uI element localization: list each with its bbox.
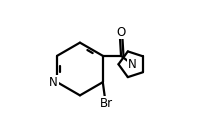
Text: N: N: [128, 58, 136, 71]
Text: O: O: [116, 26, 125, 39]
Text: Br: Br: [100, 97, 113, 110]
Text: N: N: [49, 76, 58, 89]
